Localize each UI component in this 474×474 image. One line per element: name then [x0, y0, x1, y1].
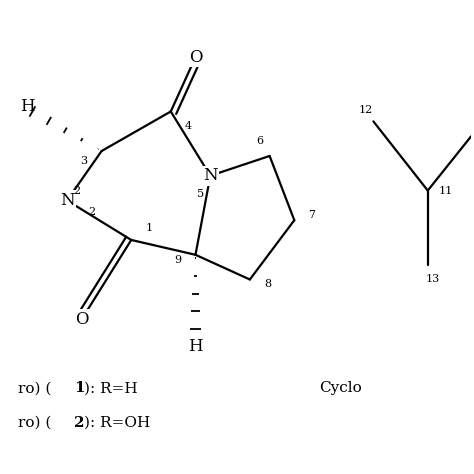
Text: 2: 2: [73, 185, 81, 196]
Text: 9: 9: [174, 255, 181, 265]
Text: ro) (: ro) (: [18, 416, 51, 430]
Text: O: O: [75, 310, 89, 328]
Text: 8: 8: [264, 280, 271, 290]
Text: 12: 12: [358, 104, 373, 115]
Text: ): R=OH: ): R=OH: [84, 416, 150, 430]
Text: 2: 2: [88, 207, 95, 217]
Text: 5: 5: [197, 189, 204, 199]
Text: 2: 2: [74, 416, 84, 430]
Text: 13: 13: [426, 274, 440, 284]
Text: ro) (: ro) (: [18, 381, 51, 395]
Text: N: N: [60, 192, 74, 209]
Text: 1: 1: [146, 223, 153, 233]
Text: Cyclo: Cyclo: [319, 381, 362, 395]
Text: 1: 1: [74, 381, 84, 395]
Text: H: H: [20, 98, 35, 115]
Text: 11: 11: [438, 185, 453, 196]
Text: 6: 6: [256, 136, 263, 146]
Text: N: N: [203, 167, 218, 184]
Text: 7: 7: [309, 210, 316, 220]
Text: H: H: [188, 338, 203, 355]
Text: ): R=H: ): R=H: [84, 381, 137, 395]
Text: 3: 3: [80, 156, 87, 166]
Text: 4: 4: [185, 121, 192, 131]
Text: O: O: [189, 49, 202, 65]
